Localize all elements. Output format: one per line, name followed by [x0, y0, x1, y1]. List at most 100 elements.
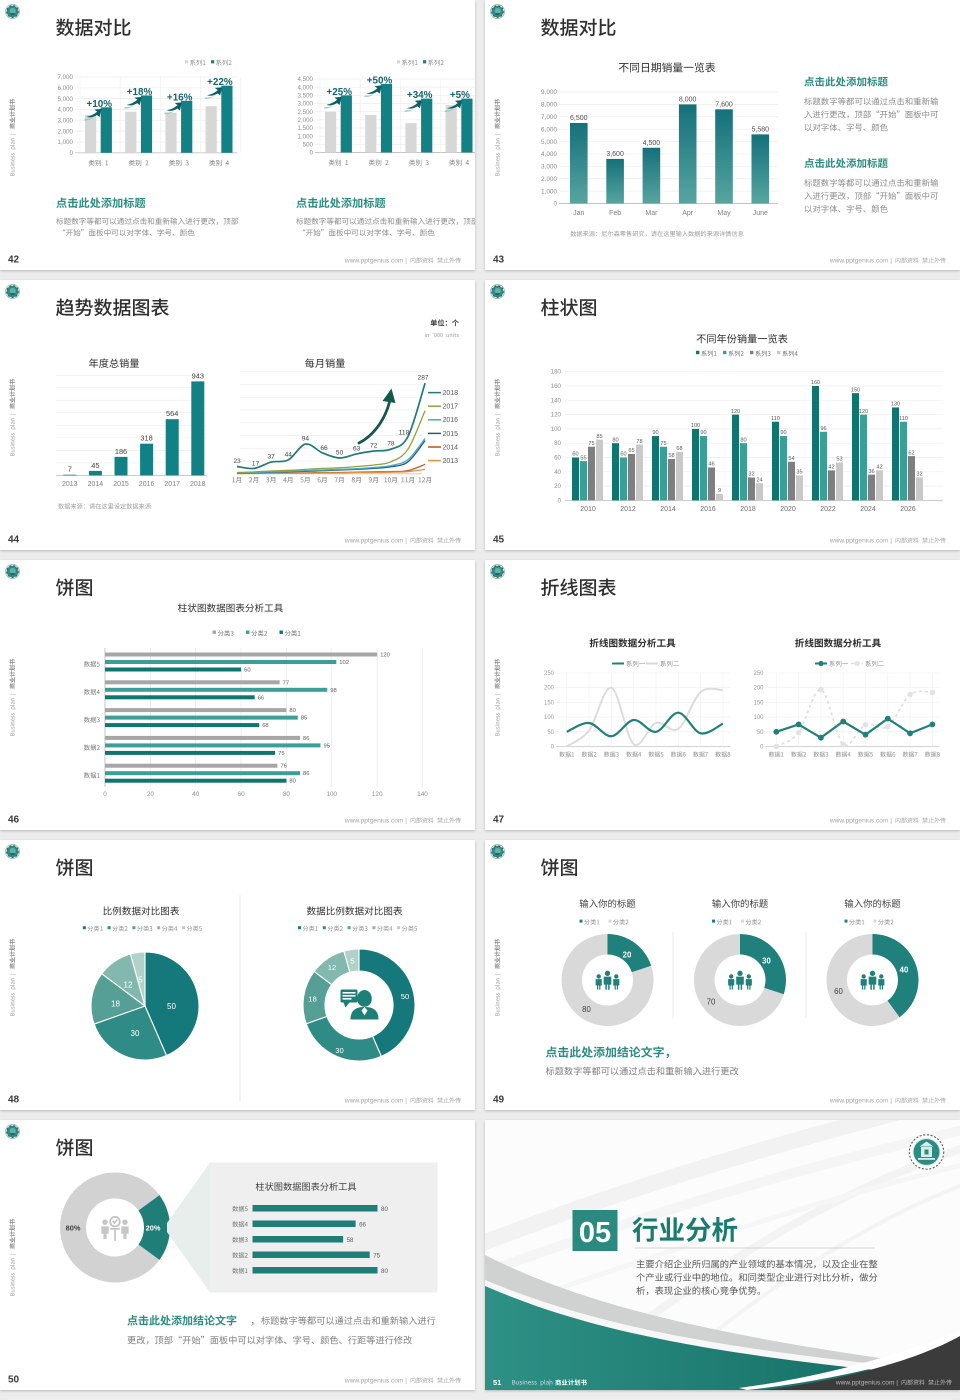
svg-text:2016: 2016 — [139, 481, 155, 488]
svg-text:8,000: 8,000 — [541, 102, 557, 109]
svg-text:70: 70 — [707, 998, 716, 1007]
svg-text:36: 36 — [868, 469, 874, 475]
svg-text:1,000: 1,000 — [298, 133, 314, 140]
svg-text:78: 78 — [387, 441, 395, 448]
svg-text:250: 250 — [544, 671, 555, 677]
svg-text:0: 0 — [553, 201, 557, 208]
svg-text:5,580: 5,580 — [752, 126, 770, 133]
svg-text:Mar: Mar — [645, 210, 658, 217]
svg-text:68: 68 — [676, 446, 682, 452]
svg-text:90: 90 — [780, 430, 786, 436]
svg-text:160: 160 — [811, 380, 820, 386]
svg-text:58: 58 — [347, 1237, 354, 1244]
svg-text:2018: 2018 — [190, 481, 206, 488]
svg-text:3,600: 3,600 — [606, 151, 624, 158]
svg-text:3,000: 3,000 — [298, 101, 314, 108]
svg-text:0: 0 — [70, 150, 74, 157]
svg-text:76: 76 — [280, 764, 286, 770]
svg-text:50: 50 — [336, 450, 344, 457]
svg-text:20: 20 — [147, 791, 155, 798]
svg-text:Jan: Jan — [573, 210, 584, 217]
svg-text:63: 63 — [353, 445, 361, 452]
svg-text:2020: 2020 — [780, 506, 796, 513]
svg-text:5: 5 — [350, 957, 354, 966]
svg-text:44: 44 — [285, 451, 293, 458]
svg-text:110: 110 — [771, 416, 780, 422]
svg-text:4,500: 4,500 — [643, 140, 661, 147]
svg-text:100: 100 — [326, 791, 337, 798]
svg-text:75: 75 — [373, 1252, 380, 1259]
svg-text:43: 43 — [493, 255, 505, 266]
svg-text:www.pptgenius.com |: www.pptgenius.com | — [344, 818, 407, 825]
svg-text:+10%: +10% — [87, 99, 113, 110]
svg-text:42: 42 — [8, 255, 20, 266]
svg-text:200: 200 — [753, 686, 764, 692]
svg-text:96: 96 — [820, 426, 826, 432]
svg-text:2017: 2017 — [164, 481, 180, 488]
svg-text:120: 120 — [859, 409, 868, 415]
svg-text:50: 50 — [8, 1375, 20, 1386]
svg-text:17: 17 — [252, 460, 260, 467]
svg-text:2015: 2015 — [113, 481, 129, 488]
svg-text:78: 78 — [636, 439, 642, 445]
svg-text:140: 140 — [551, 397, 562, 404]
svg-text:8,000: 8,000 — [679, 96, 697, 103]
svg-text:186: 186 — [115, 447, 127, 456]
svg-text:60: 60 — [244, 668, 250, 674]
svg-text:1,000: 1,000 — [541, 188, 557, 195]
svg-text:6,000: 6,000 — [541, 126, 557, 133]
svg-text:12: 12 — [328, 963, 336, 972]
svg-text:180: 180 — [551, 369, 562, 376]
svg-text:80: 80 — [740, 437, 746, 443]
svg-text:86: 86 — [303, 771, 309, 777]
svg-text:20: 20 — [623, 951, 632, 960]
svg-text:7,600: 7,600 — [715, 101, 733, 108]
svg-text:66: 66 — [359, 1221, 366, 1228]
svg-text:75: 75 — [660, 441, 666, 447]
svg-text:80: 80 — [289, 708, 295, 714]
svg-text:2,000: 2,000 — [298, 117, 314, 124]
svg-text:0: 0 — [103, 791, 107, 798]
svg-text:35: 35 — [796, 470, 802, 476]
svg-text:www.pptgenius.com |: www.pptgenius.com | — [344, 1378, 407, 1385]
svg-text:54: 54 — [788, 456, 794, 462]
svg-text:+18%: +18% — [127, 87, 153, 98]
svg-text:80: 80 — [582, 1005, 591, 1014]
svg-text:46: 46 — [8, 815, 20, 826]
svg-text:77: 77 — [283, 680, 289, 686]
svg-text:23: 23 — [233, 458, 241, 465]
svg-text:50: 50 — [401, 992, 409, 1001]
svg-text:60: 60 — [554, 455, 561, 462]
svg-text:7,000: 7,000 — [541, 114, 557, 121]
svg-text:2014: 2014 — [660, 506, 676, 513]
svg-text:5,000: 5,000 — [541, 139, 557, 146]
svg-text:50: 50 — [167, 1002, 176, 1011]
svg-text:1,000: 1,000 — [58, 139, 74, 146]
svg-text:0: 0 — [551, 745, 555, 751]
svg-text:100: 100 — [691, 423, 700, 429]
svg-text:120: 120 — [380, 653, 390, 659]
svg-text:150: 150 — [851, 387, 860, 393]
svg-text:2010: 2010 — [580, 506, 596, 513]
svg-text:05: 05 — [579, 1217, 611, 1249]
svg-text:80: 80 — [283, 791, 291, 798]
svg-text:4,000: 4,000 — [58, 107, 74, 114]
svg-text:90: 90 — [700, 430, 706, 436]
svg-text:98: 98 — [330, 688, 336, 694]
svg-text:2018: 2018 — [740, 506, 756, 513]
svg-text:Feb: Feb — [609, 210, 621, 217]
svg-text:42: 42 — [876, 465, 882, 471]
svg-text:68: 68 — [262, 723, 268, 729]
svg-text:32: 32 — [748, 472, 754, 478]
svg-text:100: 100 — [544, 715, 555, 721]
svg-text:80: 80 — [381, 1206, 388, 1213]
svg-text:80: 80 — [554, 440, 561, 447]
svg-text:+5%: +5% — [450, 90, 470, 101]
svg-text:+50%: +50% — [367, 75, 393, 86]
svg-text:June: June — [753, 210, 768, 217]
svg-text:www.pptgenius.com |: www.pptgenius.com | — [829, 1098, 892, 1105]
svg-text:30: 30 — [762, 957, 771, 966]
svg-text:85: 85 — [596, 434, 602, 440]
svg-text:7: 7 — [68, 465, 72, 474]
svg-text:0: 0 — [760, 745, 764, 751]
